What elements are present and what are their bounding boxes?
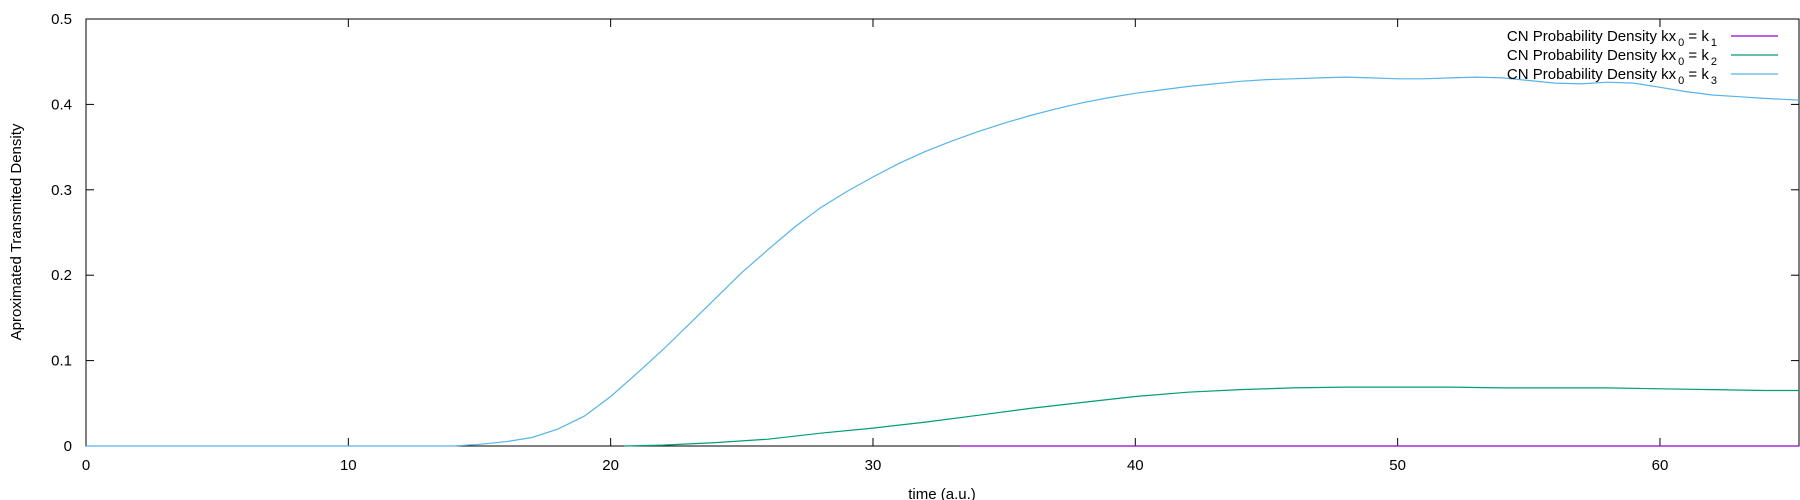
legend: CN Probability Density kx 0 = k 1CN Probab… (1507, 28, 1778, 87)
x-tick-label: 0 (82, 457, 90, 474)
x-tick-label: 40 (1127, 457, 1144, 474)
y-tick-label: 0.4 (51, 96, 72, 113)
series-lines (86, 76, 1800, 447)
y-axis-label: Aproximated Transmited Density (8, 123, 25, 340)
x-tick-label: 50 (1389, 457, 1406, 474)
x-tick-label: 30 (865, 457, 882, 474)
y-tick-label: 0.3 (51, 182, 72, 199)
y-tick-label: 0.1 (51, 353, 72, 370)
y-tick-label: 0.2 (51, 267, 72, 284)
series-line-3 (86, 76, 1800, 447)
series-line-2 (623, 386, 1799, 447)
x-tick-label: 20 (602, 457, 619, 474)
y-tick-label: 0.5 (51, 11, 72, 28)
x-tick-label: 60 (1652, 457, 1669, 474)
tick-labels: 0 10 20 30 40 50 60 0 0.1 0.2 0.3 0.4 0.5 (51, 11, 1668, 474)
plot-frame (85, 18, 1800, 447)
axis-ticks (85, 18, 1799, 447)
x-tick-label: 10 (340, 457, 357, 474)
y-tick-label: 0 (64, 438, 72, 455)
x-axis-label: time (a.u.) (908, 486, 976, 500)
